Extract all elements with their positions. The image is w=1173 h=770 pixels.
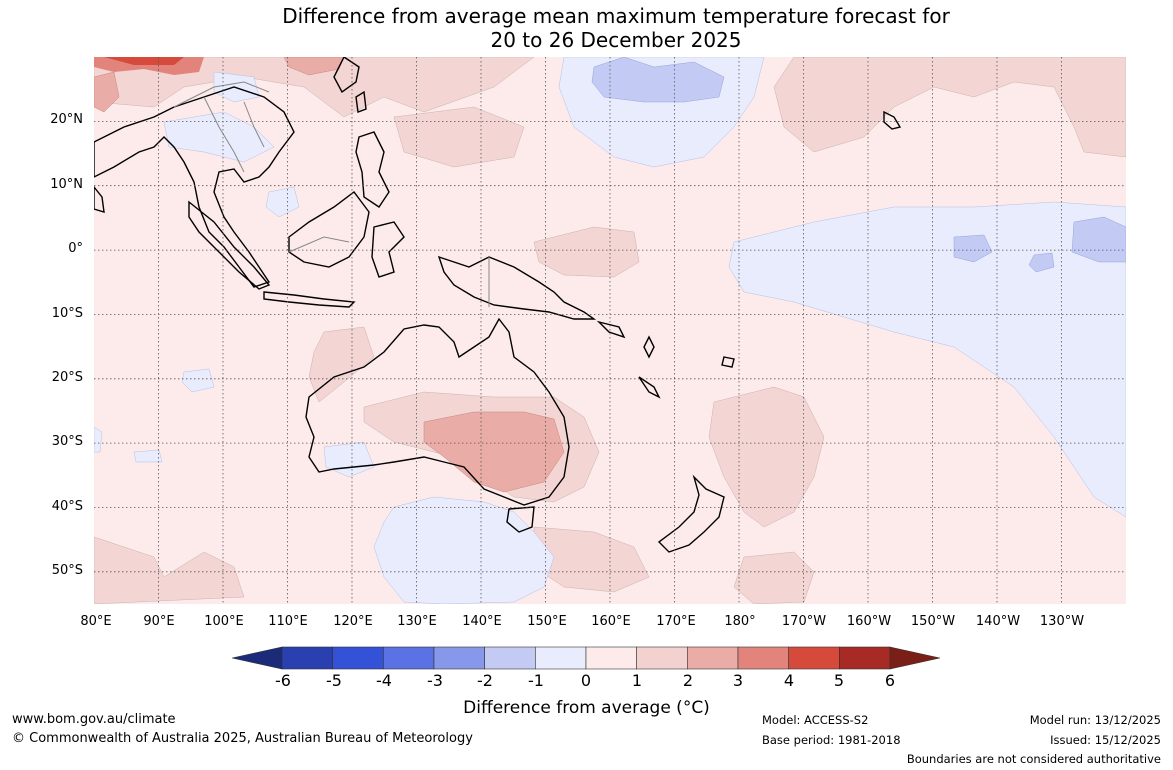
- lon-label-100e: 100°E: [204, 614, 244, 629]
- colorbar-svg: [231, 646, 941, 670]
- lat-label-20n: 20°N: [50, 112, 83, 127]
- lon-label-80e: 80°E: [80, 614, 112, 629]
- lon-label-180: 180°: [724, 614, 756, 629]
- footer-copyright: © Commonwealth of Australia 2025, Austra…: [12, 731, 473, 746]
- country-borders: [173, 81, 490, 307]
- anomaly-cool-1-2: [591, 57, 1126, 273]
- colorbar-cell: [889, 646, 941, 670]
- colorbar-cell: [383, 646, 435, 670]
- colorbar-cell: [788, 646, 840, 670]
- lat-label-50s: 50°S: [51, 563, 83, 578]
- footer-issued: Issued: 15/12/2025: [1050, 733, 1161, 747]
- colorbar-cell: [231, 646, 283, 670]
- lat-label-20s: 20°S: [51, 370, 83, 385]
- lat-label-10n: 10°N: [50, 177, 83, 192]
- colorbar-cell: [636, 646, 688, 670]
- forecast-map: [94, 57, 1126, 604]
- footer-model-run: Model run: 13/12/2025: [1029, 713, 1161, 727]
- colorbar-cell: [433, 646, 485, 670]
- colorbar-tick: -6: [275, 671, 291, 690]
- taiwan-coast: [355, 90, 367, 113]
- lon-label-170e: 170°E: [656, 614, 696, 629]
- japan-coast: [333, 57, 360, 94]
- new-guinea-coast: [437, 255, 597, 320]
- lat-label-40s: 40°S: [51, 499, 83, 514]
- sulawesi-coast: [371, 221, 405, 278]
- map-title: Difference from average mean maximum tem…: [0, 4, 1173, 52]
- australia-coast: [305, 317, 570, 506]
- lon-label-130w: 130°W: [1039, 614, 1085, 629]
- graticule: [94, 57, 1126, 604]
- java-coast: [263, 291, 356, 308]
- colorbar-cell: [585, 646, 637, 670]
- lon-label-120e: 120°E: [333, 614, 373, 629]
- footer-url[interactable]: www.bom.gov.au/climate: [12, 712, 176, 727]
- colorbar-tick: -4: [376, 671, 392, 690]
- colorbar-tick: 3: [732, 671, 744, 690]
- colorbar-cell: [839, 646, 891, 670]
- colorbar-cell: [281, 646, 333, 670]
- new-caledonia-coast: [638, 376, 661, 399]
- colorbar-label: Difference from average (: [463, 698, 683, 718]
- lon-label-130e: 130°E: [397, 614, 437, 629]
- lat-label-30s: 30°S: [51, 434, 83, 449]
- colorbar-tick: -3: [427, 671, 443, 690]
- colorbar-cell: [535, 646, 587, 670]
- title-line-1: Difference from average mean maximum tem…: [282, 4, 950, 28]
- title-line-2: 20 to 26 December 2025: [490, 28, 742, 52]
- sumatra-coast: [188, 200, 271, 290]
- hawaii-coast: [883, 110, 902, 130]
- colorbar-tick: -1: [528, 671, 544, 690]
- lon-label-160e: 160°E: [591, 614, 631, 629]
- lat-label-10s: 10°S: [51, 306, 83, 321]
- colorbar-tick: 1: [631, 671, 643, 690]
- tasmania-coast: [506, 506, 535, 533]
- colorbar-tick: 5: [833, 671, 845, 690]
- fiji-coast: [721, 356, 735, 368]
- philippines-coast: [355, 131, 390, 208]
- coastlines: [94, 57, 902, 553]
- colorbar-tick: -5: [326, 671, 342, 690]
- colorbar-cell: [687, 646, 739, 670]
- sri-lanka-coast: [94, 185, 105, 213]
- new-zealand-coast: [657, 474, 725, 553]
- colorbar-tick: 4: [783, 671, 795, 690]
- colorbar-cell: [484, 646, 536, 670]
- colorbar-tick: -2: [477, 671, 493, 690]
- lon-label-140e: 140°E: [462, 614, 502, 629]
- lon-label-140w: 140°W: [975, 614, 1021, 629]
- colorbar-tick: 2: [682, 671, 694, 690]
- footer-model: Model: ACCESS-S2: [762, 713, 869, 727]
- lon-label-170w: 170°W: [781, 614, 827, 629]
- lat-label-0: 0°: [68, 241, 83, 256]
- colorbar-cell: [332, 646, 384, 670]
- footer-base-period: Base period: 1981-2018: [762, 733, 901, 747]
- lon-label-90e: 90°E: [143, 614, 175, 629]
- footer-disclaimer: Boundaries are not considered authoritat…: [906, 752, 1161, 766]
- borneo-coast: [288, 191, 370, 268]
- lon-label-150w: 150°W: [910, 614, 956, 629]
- lon-label-160w: 160°W: [846, 614, 892, 629]
- colorbar: [231, 644, 941, 672]
- map-svg: [94, 57, 1126, 604]
- colorbar-tick: 0: [580, 671, 592, 690]
- colorbar-title: Difference from average (°C): [0, 698, 1173, 718]
- lon-label-150e: 150°E: [527, 614, 567, 629]
- anomaly-warm-2-3: [94, 57, 565, 493]
- colorbar-unit: °C): [682, 698, 710, 718]
- colorbar-cell: [737, 646, 789, 670]
- colorbar-tick: 6: [884, 671, 896, 690]
- anomaly-warm-high: [94, 57, 204, 75]
- asia-mainland-coast: [94, 86, 295, 288]
- lon-label-110e: 110°E: [268, 614, 308, 629]
